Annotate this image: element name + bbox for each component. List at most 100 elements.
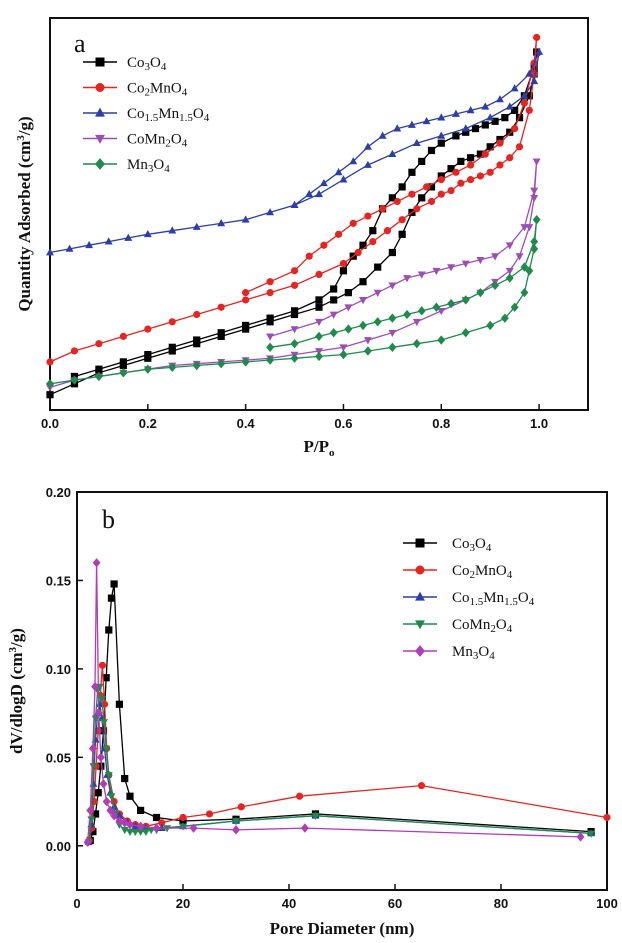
panel-b-y-axis-label: dV/dlogD (cm3/g) — [7, 628, 26, 754]
data-point — [506, 128, 514, 136]
data-point — [315, 270, 323, 279]
data-point — [388, 342, 397, 352]
data-point — [398, 183, 406, 191]
data-point — [388, 313, 397, 323]
data-point — [491, 280, 500, 291]
data-point — [232, 818, 240, 826]
data-point — [373, 289, 382, 297]
data-point — [290, 310, 299, 319]
data-point — [300, 823, 309, 833]
series-line — [88, 665, 608, 841]
data-point — [447, 264, 456, 272]
data-point — [46, 379, 54, 389]
data-point — [437, 113, 446, 121]
data-point — [339, 349, 348, 360]
y-tick-label: 0.20 — [46, 485, 71, 500]
data-point — [144, 351, 152, 359]
data-point — [102, 674, 110, 682]
data-point — [369, 227, 377, 235]
data-point — [98, 661, 107, 669]
data-point — [339, 259, 348, 268]
data-point — [290, 338, 299, 349]
data-point — [359, 278, 367, 286]
data-point — [500, 313, 509, 323]
data-point — [496, 95, 504, 103]
data-point — [530, 76, 539, 85]
data-point — [339, 175, 348, 183]
x-tick-label: 60 — [388, 896, 402, 911]
legend-label: Co2MnO4 — [452, 563, 513, 581]
data-point — [266, 318, 274, 326]
panel-a-y-axis-label: Quantity Adsorbed (cm3/g) — [15, 116, 34, 311]
legend-marker — [415, 538, 425, 548]
data-point — [603, 813, 611, 822]
data-point — [102, 796, 111, 807]
data-point — [266, 314, 274, 322]
data-point — [217, 219, 226, 227]
data-point — [437, 190, 445, 198]
data-point — [242, 321, 250, 330]
data-point — [452, 168, 460, 176]
data-point — [462, 128, 470, 136]
data-point — [369, 237, 377, 246]
data-point — [119, 361, 127, 370]
data-point — [329, 328, 338, 338]
data-point — [168, 318, 176, 326]
data-point — [437, 131, 446, 139]
data-point — [437, 335, 446, 345]
data-point — [115, 816, 124, 826]
data-point — [471, 124, 480, 133]
data-point — [242, 325, 250, 333]
legend-marker — [415, 645, 425, 657]
data-point — [266, 355, 275, 365]
data-point — [266, 208, 275, 216]
data-point — [110, 580, 118, 588]
panel-b-frame — [76, 491, 608, 891]
data-point — [437, 176, 445, 184]
data-point — [126, 828, 134, 836]
data-point — [86, 805, 95, 816]
data-point — [427, 183, 436, 191]
data-point — [344, 304, 353, 312]
data-point — [457, 179, 465, 187]
data-point — [330, 296, 338, 304]
data-point — [97, 696, 106, 704]
data-point — [520, 224, 529, 232]
data-point — [388, 282, 397, 290]
data-point — [451, 109, 460, 117]
data-point — [505, 242, 514, 250]
data-point — [530, 236, 539, 247]
data-point — [423, 183, 431, 191]
data-point — [131, 828, 140, 836]
data-point — [461, 260, 470, 268]
data-point — [168, 362, 177, 373]
data-point — [510, 302, 519, 312]
legend-marker — [415, 565, 425, 575]
data-point — [466, 106, 475, 114]
data-point — [296, 792, 304, 800]
data-point — [467, 154, 475, 162]
data-point — [388, 194, 396, 202]
data-point — [378, 205, 387, 213]
data-point — [104, 237, 113, 245]
data-point — [193, 310, 201, 319]
data-point — [417, 782, 426, 790]
data-point — [422, 116, 431, 125]
x-tick-label: 0.0 — [41, 416, 59, 431]
data-point — [319, 178, 328, 187]
data-point — [105, 626, 113, 634]
data-point — [339, 344, 348, 352]
data-point — [83, 837, 92, 847]
data-point — [94, 708, 103, 718]
series-line — [49, 51, 540, 254]
data-point — [437, 172, 445, 180]
data-point — [290, 307, 299, 315]
data-point — [329, 311, 338, 319]
data-point — [510, 84, 519, 92]
legend-marker — [95, 107, 105, 117]
data-point — [532, 158, 541, 166]
data-point — [163, 825, 172, 833]
legend-label: CoMn2O4 — [127, 132, 188, 150]
data-point — [136, 821, 145, 831]
